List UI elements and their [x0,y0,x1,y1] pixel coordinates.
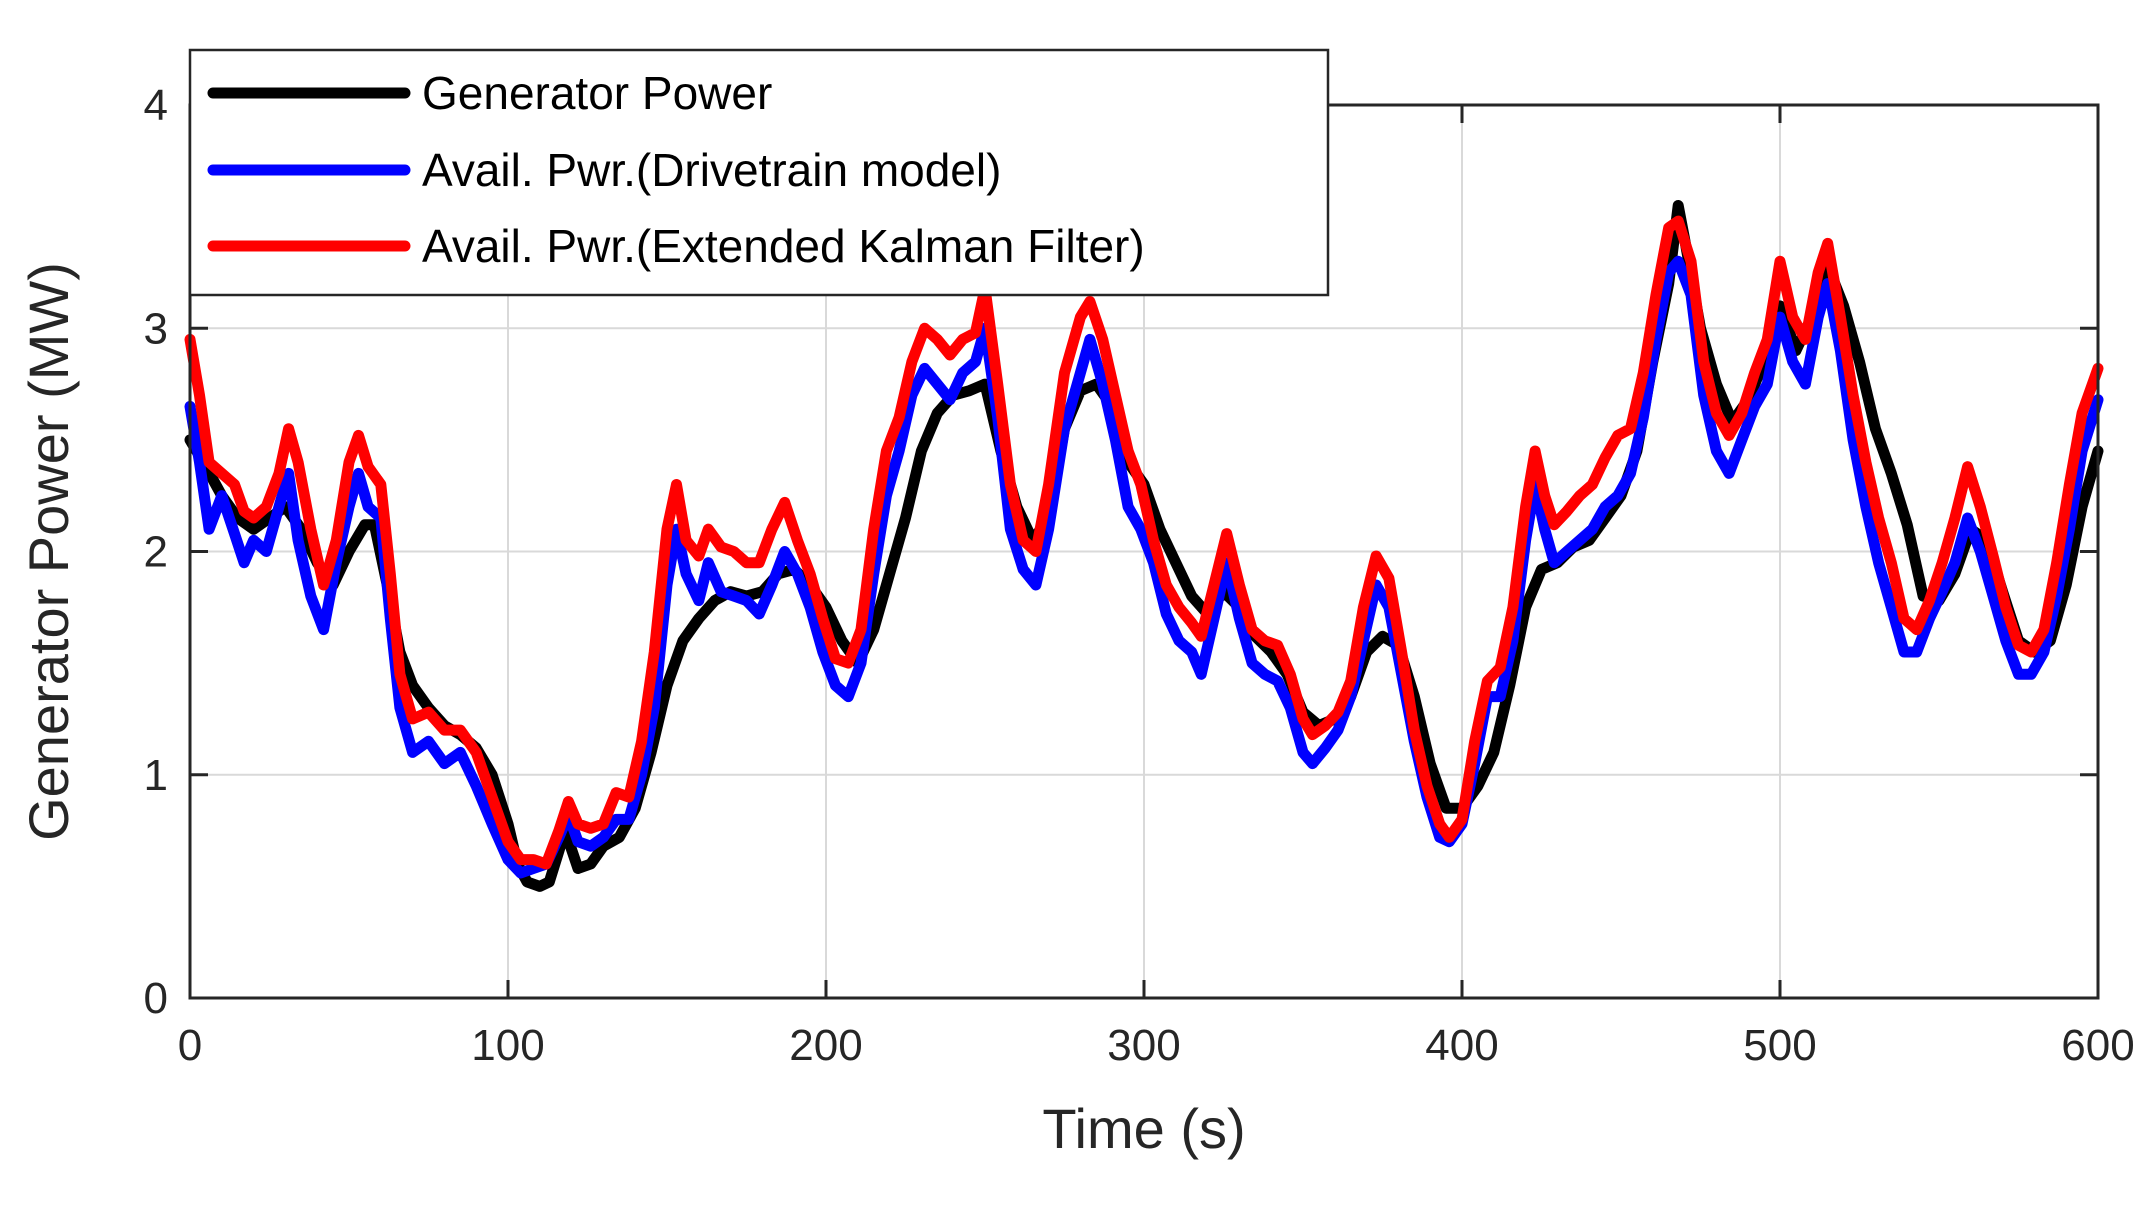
x-tick-label: 500 [1743,1021,1816,1070]
series-line-2 [184,255,2104,879]
legend-label-2: Avail. Pwr.(Drivetrain model) [422,144,1001,196]
x-tick-label: 400 [1425,1021,1498,1070]
axis-ticks: 0 100 200 300 400 500 600 0 1 2 3 4 [144,81,2135,1070]
x-tick-label: 300 [1107,1021,1180,1070]
x-tick-label: 600 [2061,1021,2134,1070]
x-tick-label: 100 [471,1021,544,1070]
y-tick-label: 0 [144,974,168,1023]
series-lines [184,200,2104,892]
legend-items: Generator Power Avail. Pwr.(Drivetrain mo… [207,67,1145,272]
y-tick-label: 3 [144,304,168,353]
legend: Generator Power Avail. Pwr.(Drivetrain mo… [188,48,1330,297]
y-tick-label: 2 [144,528,168,577]
y-tick-label: 1 [144,751,168,800]
y-tick-label: 4 [144,81,168,130]
legend-label-1: Generator Power [422,67,772,119]
x-tick-label: 200 [789,1021,862,1070]
x-tick-label: 0 [178,1021,202,1070]
x-axis-title: Time (s) [1042,1097,1245,1160]
y-axis-title: Generator Power (MW) [17,262,80,841]
series-line-3 [184,215,2104,870]
legend-label-3: Avail. Pwr.(Extended Kalman Filter) [422,220,1145,272]
